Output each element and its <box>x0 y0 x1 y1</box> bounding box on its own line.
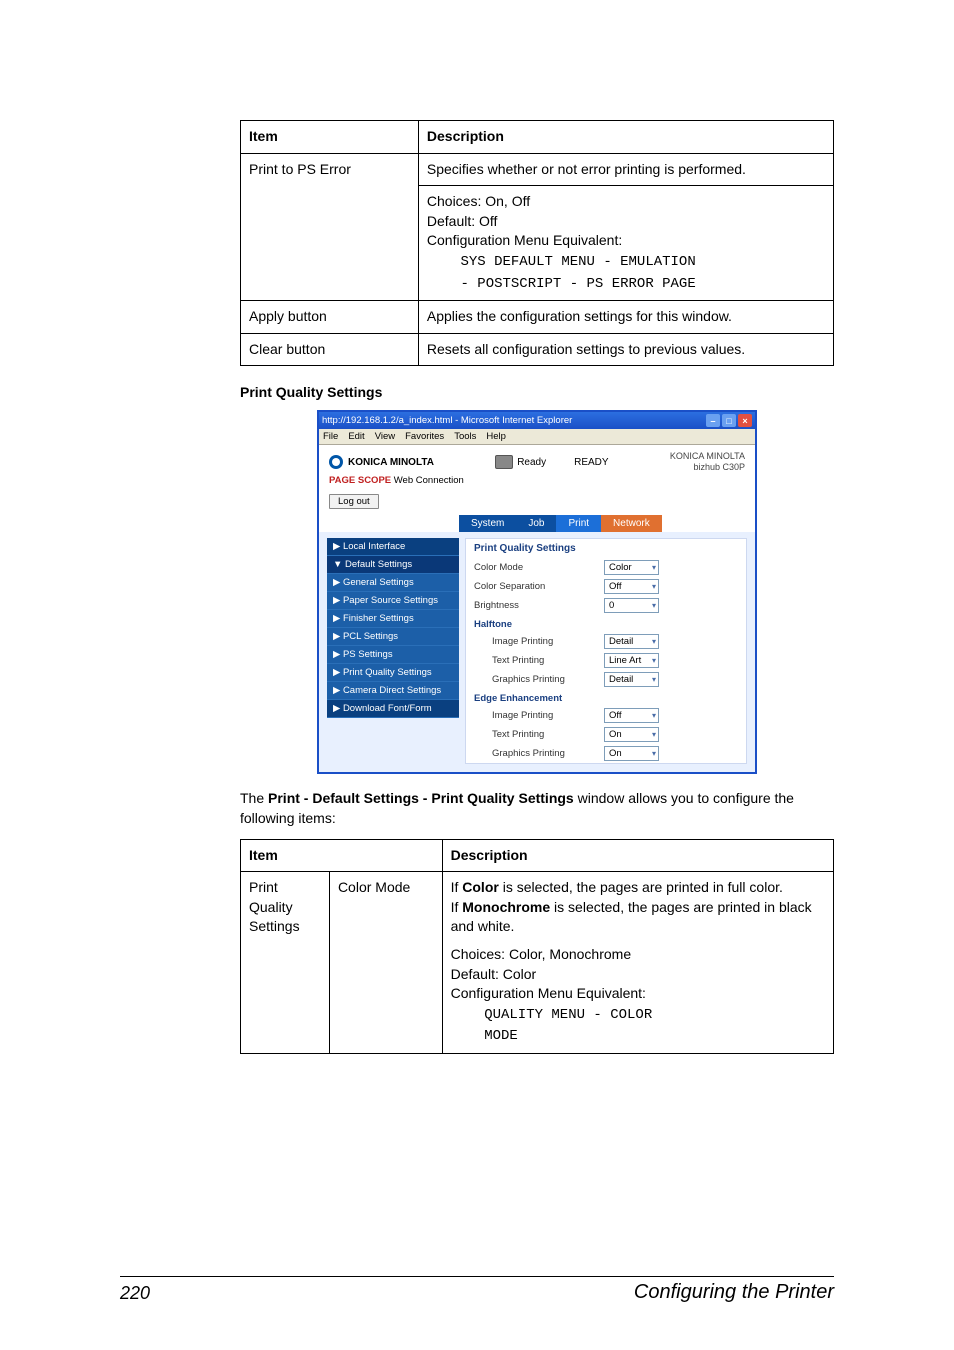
settings-select[interactable]: On▾ <box>604 746 659 761</box>
settings-row: Image PrintingOff▾ <box>474 706 738 725</box>
sidebar-item[interactable]: ▶ Paper Source Settings <box>327 592 459 610</box>
ready-label: Ready <box>517 457 546 468</box>
settings-row: Brightness0▾ <box>474 596 738 615</box>
section-title: Print Quality Settings <box>240 384 834 400</box>
chevron-down-icon: ▾ <box>652 563 656 572</box>
settings-select[interactable]: Detail▾ <box>604 634 659 649</box>
close-button[interactable]: × <box>738 414 752 427</box>
logout-button[interactable]: Log out <box>329 494 379 509</box>
sidebar: ▶ Local Interface▼ Default Settings▶ Gen… <box>327 538 459 764</box>
page-title: Configuring the Printer <box>634 1281 834 1304</box>
tab-job[interactable]: Job <box>516 515 556 532</box>
settings-label: Text Printing <box>474 729 604 740</box>
menubar[interactable]: File Edit View Favorites Tools Help <box>319 429 755 445</box>
cell-item-group: Print Quality Settings <box>241 872 330 1054</box>
sidebar-item[interactable]: ▶ PS Settings <box>327 646 459 664</box>
settings-label: Graphics Printing <box>474 748 604 759</box>
tab-print[interactable]: Print <box>556 515 601 532</box>
settings-label: Color Separation <box>474 581 604 592</box>
sidebar-item[interactable]: ▶ General Settings <box>327 574 459 592</box>
cell-desc: Specifies whether or not error printing … <box>418 153 833 186</box>
panel-title: Print Quality Settings <box>474 539 738 558</box>
menu-help[interactable]: Help <box>486 431 506 442</box>
tab-network[interactable]: Network <box>601 515 662 532</box>
cell-item: Apply button <box>241 301 419 334</box>
window-title: http://192.168.1.2/a_index.html - Micros… <box>322 415 572 426</box>
menu-tools[interactable]: Tools <box>454 431 476 442</box>
settings-select[interactable]: Line Art▾ <box>604 653 659 668</box>
settings-label: Color Mode <box>474 562 604 573</box>
th-desc: Description <box>418 121 833 154</box>
th-desc: Description <box>442 839 833 872</box>
settings-select[interactable]: On▾ <box>604 727 659 742</box>
tab-bar: System Job Print Network <box>319 515 755 532</box>
minimize-button[interactable]: – <box>706 414 720 427</box>
settings-row: Color SeparationOff▾ <box>474 577 738 596</box>
chevron-down-icon: ▾ <box>652 656 656 665</box>
sidebar-item[interactable]: ▶ Download Font/Form <box>327 700 459 718</box>
settings-label: Brightness <box>474 600 604 611</box>
sidebar-item[interactable]: ▶ Finisher Settings <box>327 610 459 628</box>
main-panel: Print Quality Settings Color ModeColor▾C… <box>465 538 747 764</box>
cell-desc: Choices: On, Off Default: Off Configurat… <box>418 186 833 301</box>
settings-row: Color ModeColor▾ <box>474 558 738 577</box>
settings-row: Graphics PrintingOn▾ <box>474 744 738 763</box>
printer-icon <box>495 455 513 469</box>
screenshot-window: http://192.168.1.2/a_index.html - Micros… <box>317 410 757 774</box>
table-ps-error: Item Description Print to PS Error Speci… <box>240 120 834 366</box>
menu-edit[interactable]: Edit <box>348 431 364 442</box>
table-color-mode: Item Description Print Quality Settings … <box>240 839 834 1054</box>
sidebar-item[interactable]: ▼ Default Settings <box>327 556 459 574</box>
km-logo-icon <box>329 455 343 469</box>
settings-select[interactable]: Color▾ <box>604 560 659 575</box>
body-paragraph: The Print - Default Settings - Print Qua… <box>240 788 834 829</box>
cell-item: Clear button <box>241 333 419 366</box>
ready-status: READY <box>574 457 608 468</box>
settings-select[interactable]: Off▾ <box>604 579 659 594</box>
settings-group-header: Halftone <box>474 615 738 632</box>
settings-label: Image Printing <box>474 710 604 721</box>
menu-favorites[interactable]: Favorites <box>405 431 444 442</box>
chevron-down-icon: ▾ <box>652 637 656 646</box>
tab-system[interactable]: System <box>459 515 516 532</box>
settings-label: Graphics Printing <box>474 674 604 685</box>
chevron-down-icon: ▾ <box>652 675 656 684</box>
chevron-down-icon: ▾ <box>652 582 656 591</box>
page-number: 220 <box>120 1283 150 1304</box>
th-item: Item <box>241 839 443 872</box>
web-connection-label: PAGE SCOPE Web Connection <box>319 475 755 490</box>
settings-row: Text PrintingLine Art▾ <box>474 651 738 670</box>
settings-select[interactable]: Off▾ <box>604 708 659 723</box>
settings-group-header: Edge Enhancement <box>474 689 738 706</box>
sidebar-item[interactable]: ▶ PCL Settings <box>327 628 459 646</box>
th-item: Item <box>241 121 419 154</box>
chevron-down-icon: ▾ <box>652 730 656 739</box>
menu-file[interactable]: File <box>323 431 338 442</box>
chevron-down-icon: ▾ <box>652 601 656 610</box>
maximize-button[interactable]: □ <box>722 414 736 427</box>
window-titlebar: http://192.168.1.2/a_index.html - Micros… <box>319 412 755 429</box>
printer-ident: KONICA MINOLTA bizhub C30P <box>670 451 745 473</box>
cell-desc: If Color is selected, the pages are prin… <box>442 872 833 1054</box>
cell-item: Print to PS Error <box>241 153 419 301</box>
settings-label: Text Printing <box>474 655 604 666</box>
settings-label: Image Printing <box>474 636 604 647</box>
sidebar-item[interactable]: ▶ Local Interface <box>327 538 459 556</box>
settings-row: Text PrintingOn▾ <box>474 725 738 744</box>
page-footer: 220 Configuring the Printer <box>120 1276 834 1304</box>
settings-row: Graphics PrintingDetail▾ <box>474 670 738 689</box>
cell-item: Color Mode <box>329 872 442 1054</box>
chevron-down-icon: ▾ <box>652 749 656 758</box>
settings-select[interactable]: 0▾ <box>604 598 659 613</box>
cell-desc: Applies the configuration settings for t… <box>418 301 833 334</box>
sidebar-item[interactable]: ▶ Camera Direct Settings <box>327 682 459 700</box>
chevron-down-icon: ▾ <box>652 711 656 720</box>
brand-logo: KONICA MINOLTA <box>329 455 434 469</box>
settings-select[interactable]: Detail▾ <box>604 672 659 687</box>
sidebar-item[interactable]: ▶ Print Quality Settings <box>327 664 459 682</box>
menu-view[interactable]: View <box>375 431 395 442</box>
cell-desc: Resets all configuration settings to pre… <box>418 333 833 366</box>
settings-row: Image PrintingDetail▾ <box>474 632 738 651</box>
